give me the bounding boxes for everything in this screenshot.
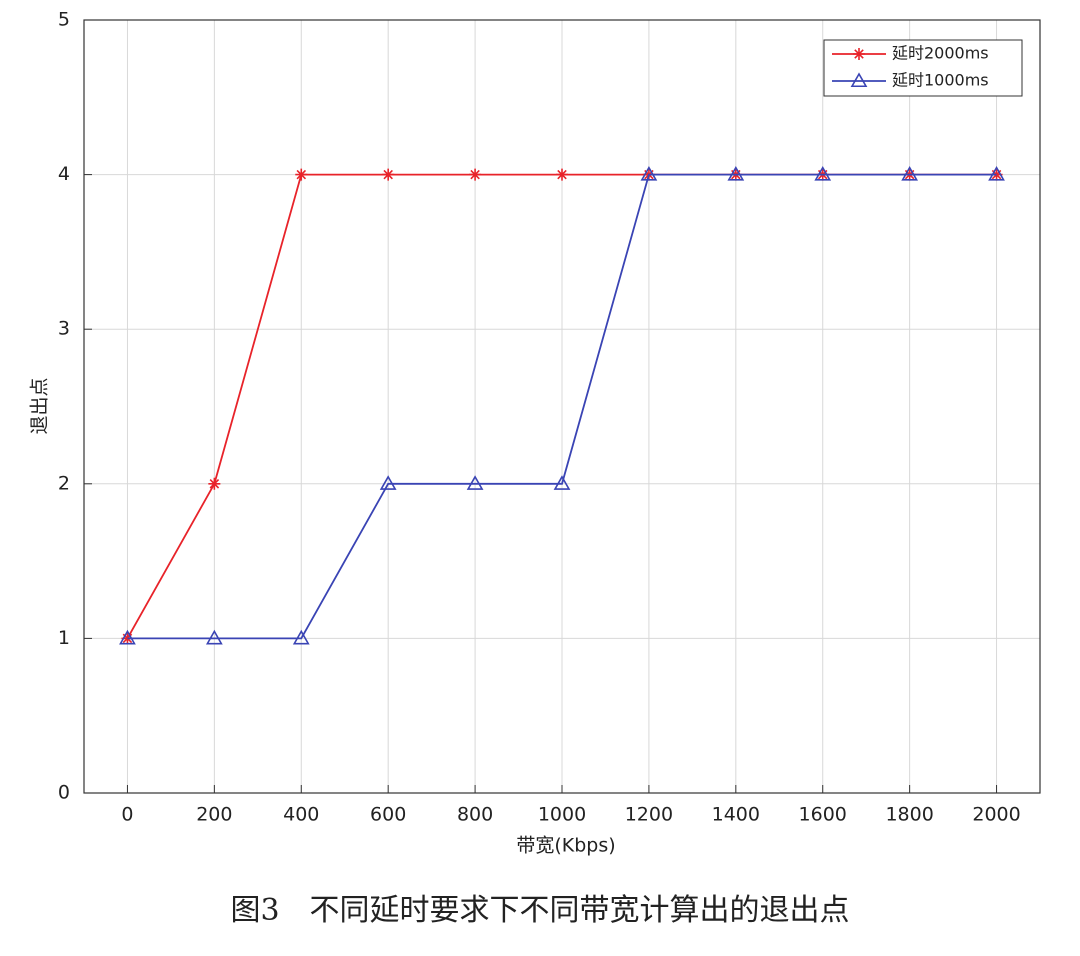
marker	[727, 165, 745, 181]
legend-label: 延时1000ms	[892, 71, 989, 90]
marker	[382, 168, 395, 181]
marker	[466, 475, 484, 490]
marker	[640, 165, 658, 181]
marker	[295, 168, 308, 181]
legend-marker	[853, 48, 865, 60]
y-axis-label: 退出点	[29, 377, 51, 434]
legend-marker	[850, 72, 868, 88]
x-tick-label: 1400	[712, 804, 760, 826]
x-tick-label: 800	[457, 804, 493, 826]
x-tick-label: 1000	[538, 804, 586, 826]
marker	[814, 165, 832, 181]
x-tick-label: 0	[121, 804, 133, 826]
y-tick-label: 4	[58, 163, 70, 185]
legend-label: 延时2000ms	[892, 44, 989, 63]
marker	[379, 475, 397, 490]
x-tick-label: 600	[370, 804, 406, 826]
marker	[469, 168, 482, 181]
y-tick-label: 0	[58, 782, 70, 804]
x-tick-label: 1800	[885, 804, 933, 826]
series-line	[127, 173, 997, 640]
y-tick-label: 1	[58, 627, 70, 649]
marker	[988, 165, 1005, 181]
marker	[292, 629, 310, 645]
plot-frame	[83, 19, 1041, 794]
x-axis-label: 带宽(Kbps)	[516, 835, 615, 857]
marker	[901, 165, 919, 181]
marker	[119, 629, 136, 645]
marker	[205, 629, 223, 645]
x-tick-label: 2000	[972, 804, 1020, 826]
x-tick-label: 400	[283, 804, 319, 826]
marker	[208, 477, 221, 490]
x-tick-label: 1600	[799, 804, 847, 826]
x-tick-label: 200	[196, 804, 232, 826]
y-tick-label: 3	[58, 318, 70, 340]
y-tick-label: 2	[58, 472, 70, 494]
y-tick-label: 5	[58, 9, 70, 31]
x-tick-label: 1200	[625, 804, 673, 826]
caption: 图3 不同延时要求下不同带宽计算出的退出点	[230, 893, 849, 928]
marker	[556, 168, 568, 181]
marker	[553, 475, 571, 490]
